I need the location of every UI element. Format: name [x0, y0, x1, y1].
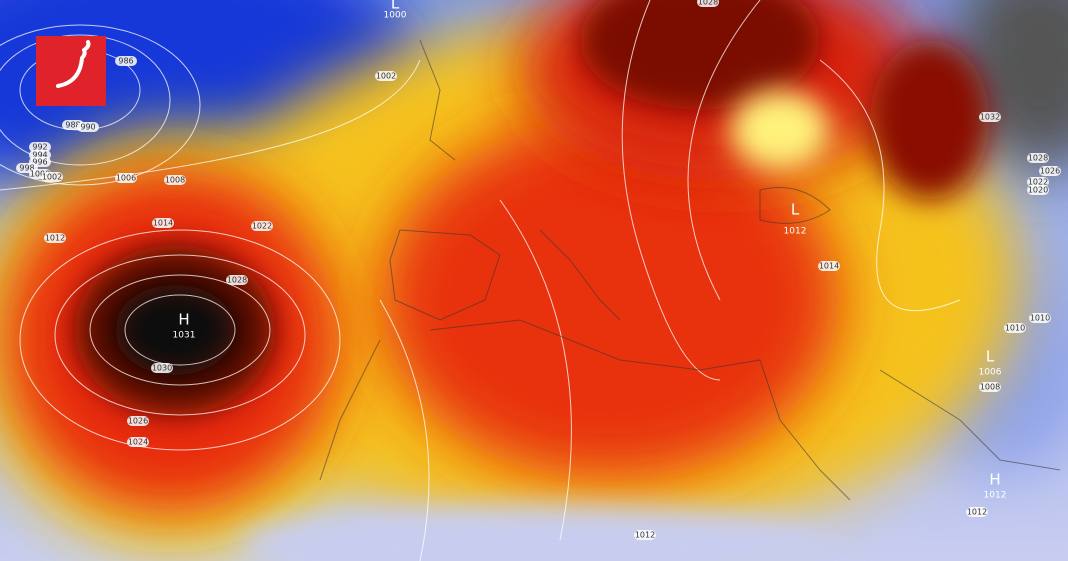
isobar-label-bg [29, 142, 51, 152]
center-symbol: L [791, 201, 800, 219]
center-symbol: H [989, 471, 1000, 489]
center-symbol: L [391, 0, 400, 13]
center-symbol: H [178, 311, 189, 329]
isobar-label: 990 [80, 123, 95, 132]
isobar-label: 1014 [153, 219, 173, 228]
isobar-label: 1010 [1005, 324, 1025, 333]
isobar-label: 1008 [165, 176, 185, 185]
isobar-label-bg [1027, 177, 1049, 187]
isobar-label: 1022 [1028, 178, 1048, 187]
isobar-label: 1008 [980, 383, 1000, 392]
isobar-label: 1014 [819, 262, 839, 271]
isobar-label-bg [44, 233, 66, 243]
isobar-label-bg [226, 275, 248, 285]
center-symbol: L [986, 348, 995, 366]
logo[interactable] [36, 36, 106, 106]
isobar-label-bg [818, 261, 840, 271]
center-value: 1012 [984, 491, 1007, 501]
isobar-label-bg [1029, 313, 1051, 323]
center-value: 1012 [784, 227, 807, 237]
isobar-label-bg [1027, 185, 1049, 195]
isobar-label-bg [164, 175, 186, 185]
isobar-label-bg [77, 122, 99, 132]
isobar-label: 1030 [152, 364, 172, 373]
isobar-label: 1012 [635, 531, 655, 540]
isobar-label: 1020 [1028, 186, 1048, 195]
isobar-label: 1028 [698, 0, 718, 7]
isobar-label-bg [115, 173, 137, 183]
isobar-label-bg [697, 0, 719, 7]
isobar-label-bg [152, 218, 174, 228]
isobars [0, 0, 960, 561]
isobar-label: 1002 [376, 72, 396, 81]
isobar-label-bg [634, 530, 656, 540]
coastlines [319, 39, 1061, 501]
isobar-label: 1000 [30, 170, 50, 179]
isobar-label-bg [127, 437, 149, 447]
isobar-label: 1028 [227, 276, 247, 285]
isobar-label: 986 [118, 57, 133, 66]
isobar-label: 992 [32, 143, 47, 152]
isobar-label-bg [1039, 166, 1061, 176]
isobar-label: 1026 [1040, 167, 1060, 176]
isobar-label-bg [151, 363, 173, 373]
isobar-label-bg [1027, 153, 1049, 163]
isobar-label: 1024 [128, 438, 148, 447]
isobar-label: 1012 [45, 234, 65, 243]
center-value: 1000 [384, 11, 407, 21]
isobar-label: 1026 [128, 417, 148, 426]
isobar-label: 1010 [1030, 314, 1050, 323]
logo-box[interactable] [36, 36, 106, 106]
isobar-label: 1012 [967, 508, 987, 517]
center-value: 1031 [173, 331, 196, 341]
isobar-label: 1028 [1028, 154, 1048, 163]
isobar-label-bg [979, 112, 1001, 122]
center-value: 1006 [979, 368, 1002, 378]
isobar-label: 1002 [42, 173, 62, 182]
isobar-label: 994 [32, 151, 47, 160]
isobar-label: 996 [32, 158, 47, 167]
isobar-label-bg [1004, 323, 1026, 333]
isobar-label-bg [375, 71, 397, 81]
isobar-label: 988 [65, 121, 80, 130]
logo-chili [56, 40, 91, 88]
isobar-label-bg [127, 416, 149, 426]
isobar-label-bg [966, 507, 988, 517]
isobar-label: 998 [19, 164, 34, 173]
isobar-label: 1022 [252, 222, 272, 231]
isobar-label: 1032 [980, 113, 1000, 122]
isobar-label-bg [115, 56, 137, 66]
isobar-label-bg [251, 221, 273, 231]
isobar-label-bg [41, 172, 63, 182]
isobar-label-bg [979, 382, 1001, 392]
isobar-label: 1006 [116, 174, 136, 183]
